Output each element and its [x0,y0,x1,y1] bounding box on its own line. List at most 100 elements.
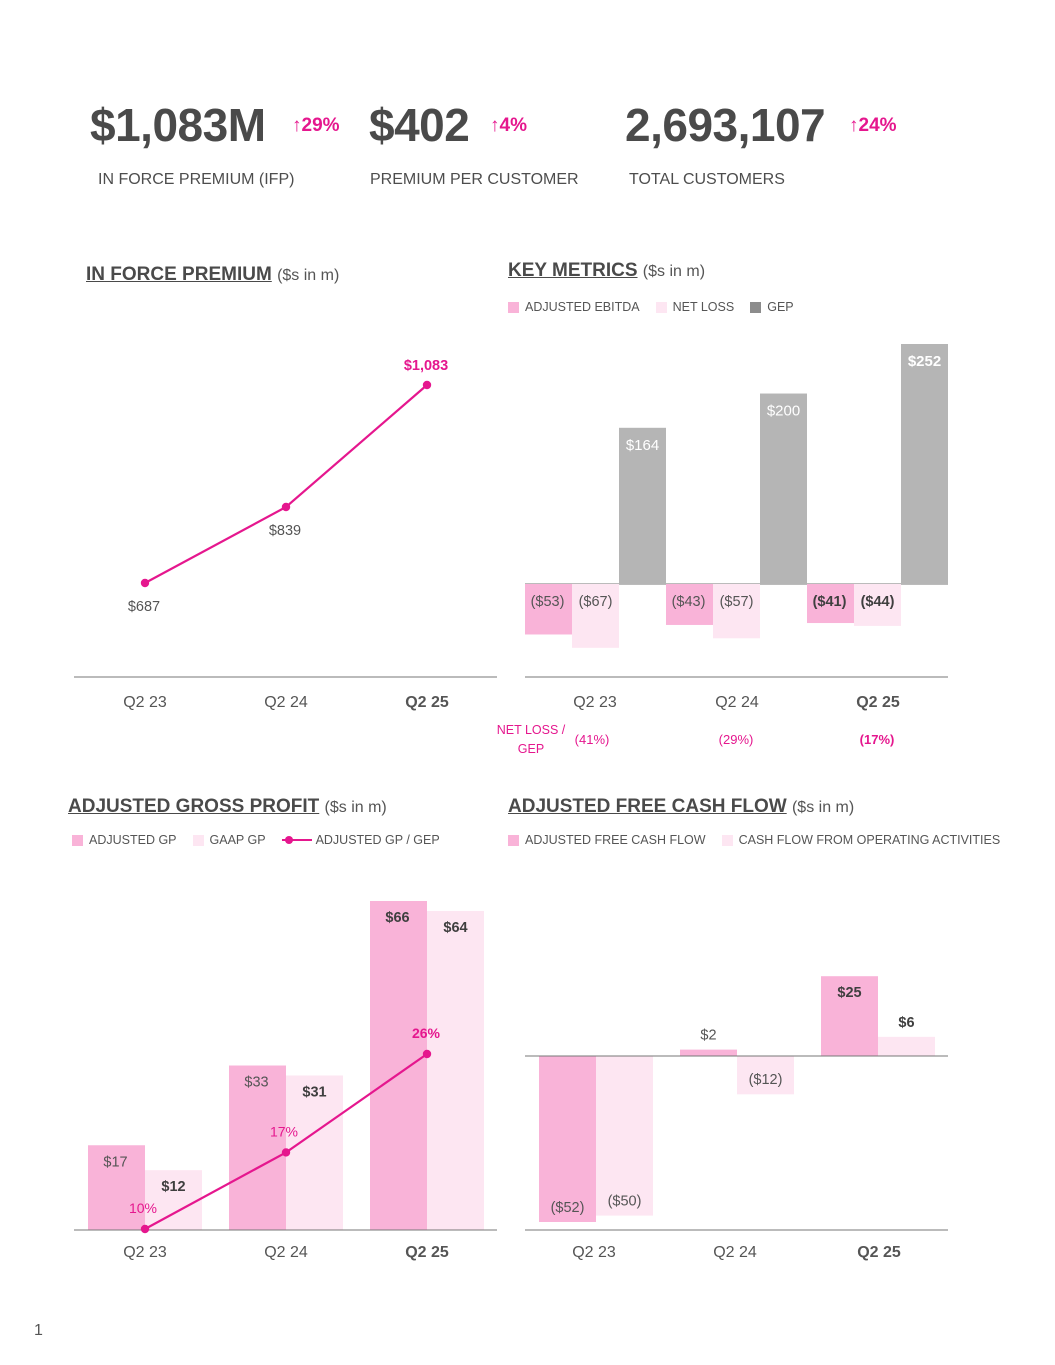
key-x-tick: Q2 25 [856,694,900,711]
key-bar-gep [901,344,948,584]
agp-x-tick: Q2 24 [264,1244,308,1261]
ifp-series-line [144,384,428,584]
key-bar-label: ($67) [579,594,613,610]
afcf-bar-label: ($52) [551,1200,585,1216]
agp-bar-adjusted-gp [229,1065,286,1230]
afcf-bar-label: ($12) [749,1072,783,1088]
ifp-x-tick: Q2 25 [405,694,449,711]
agp-ratio-point [281,1148,291,1157]
legend-item: GEP [750,300,794,314]
agp-bar-gaap-gp [286,1075,343,1230]
key-bar-adjusted-ebitda [666,584,713,625]
agp-bar-label: $66 [385,910,409,926]
key-bar-label: ($53) [531,594,565,610]
agp-bar-adjusted-gp [370,901,427,1230]
agp-bar-label: $17 [103,1154,127,1170]
agp-ratio-label: 17% [270,1123,298,1139]
afcf-title-text: ADJUSTED FREE CASH FLOW [508,796,787,817]
ifp-title: IN FORCE PREMIUM ($s in m) [86,264,339,286]
ifp-data-label: $687 [128,599,160,615]
legend-swatch [721,834,733,846]
afcf-bar-adjusted-fcf [680,1049,737,1056]
ifp-title-units: ($s in m) [277,267,340,284]
kpi-ppc-label: PREMIUM PER CUSTOMER [370,171,579,188]
afcf-bar-operating-cf [878,1036,935,1056]
agp-legend: ADJUSTED GP GAAP GP ADJUSTED GP / GEP [72,833,456,847]
afcf-bar-label: $2 [700,1028,716,1044]
ifp-data-label: $1,083 [404,358,448,374]
key-bar-label: ($44) [861,594,895,610]
legend-label: GAAP GP [209,833,266,847]
afcf-x-tick: Q2 23 [572,1244,616,1261]
agp-bar-gaap-gp [427,910,484,1230]
legend-label: ADJUSTED GP / GEP [315,833,440,847]
kpi-ifp-change: ↑29% [292,115,340,136]
key-bar-net-loss [572,584,619,648]
afcf-title: ADJUSTED FREE CASH FLOW ($s in m) [508,796,854,818]
afcf-bar-adjusted-fcf [821,976,878,1056]
key-ratio-label: NET LOSS / [497,723,566,737]
legend-item: ADJUSTED GP / GEP [281,833,440,847]
key-bar-adjusted-ebitda [525,584,572,635]
key-bar-label: ($57) [720,594,754,610]
kpi-ppc-value: $402 [369,99,470,151]
agp-bar-label: $64 [443,920,467,936]
afcf-bar-operating-cf [596,1056,653,1216]
legend-item: CASH FLOW FROM OPERATING ACTIVITIES [721,833,1000,847]
legend-label: ADJUSTED FREE CASH FLOW [525,833,706,847]
key-bar-label: $164 [626,437,659,454]
kpi-ifp-label: IN FORCE PREMIUM (IFP) [98,171,295,188]
key-bar-net-loss [713,584,760,639]
legend-swatch [508,834,519,846]
agp-bar-label: $33 [244,1075,268,1091]
agp-bar-label: $12 [161,1179,185,1195]
key-x-tick: Q2 24 [715,694,759,711]
agp-ratio-label: 10% [129,1200,157,1216]
afcf-legend: ADJUSTED FREE CASH FLOW CASH FLOW FROM O… [508,833,1016,847]
key-bar-label: ($41) [813,594,847,610]
key-legend: ADJUSTED EBITDA NET LOSS GEP [508,300,810,314]
kpi-customers-change: ↑24% [849,115,897,136]
legend-item: NET LOSS [655,300,735,314]
afcf-bar-operating-cf [737,1056,794,1095]
key-bar-adjusted-ebitda [807,584,854,624]
agp-title-text: ADJUSTED GROSS PROFIT [68,796,320,817]
legend-label: ADJUSTED EBITDA [525,300,640,314]
key-title-units: ($s in m) [642,263,706,280]
legend-label: NET LOSS [672,300,735,314]
legend-label: GEP [767,300,794,314]
kpi-customers-label: TOTAL CUSTOMERS [629,171,785,188]
key-ratio-value: (41%) [575,732,610,747]
legend-item: ADJUSTED FREE CASH FLOW [508,833,706,847]
afcf-x-tick: Q2 25 [857,1244,901,1261]
afcf-title-units: ($s in m) [791,799,855,816]
kpi-ifp-value: $1,083M [90,99,266,151]
agp-title: ADJUSTED GROSS PROFIT ($s in m) [68,796,387,818]
key-bar-gep [760,393,807,584]
key-bar-label: $200 [767,403,800,420]
agp-bar-adjusted-gp [88,1145,145,1230]
ifp-x-tick: Q2 24 [264,694,308,711]
agp-bar-label: $31 [302,1084,326,1100]
legend-swatch [192,834,204,846]
key-bar-label: ($43) [672,594,706,610]
key-x-tick: Q2 23 [573,694,617,711]
key-ratio-value: (17%) [860,732,895,747]
agp-ratio-point [140,1224,150,1234]
agp-title-units: ($s in m) [324,799,387,816]
legend-line-icon [281,834,312,846]
agp-ratio-label: 26% [412,1025,441,1041]
key-title-text: KEY METRICS [508,260,638,281]
kpi-customers-value: 2,693,107 [625,99,826,151]
legend-swatch [72,834,83,846]
ifp-x-tick: Q2 23 [123,694,167,711]
legend-label: ADJUSTED GP [89,833,177,847]
agp-x-tick: Q2 25 [405,1244,449,1261]
key-ratio-value: (29%) [719,732,754,747]
afcf-bar-label: ($50) [608,1194,642,1210]
key-bar-net-loss [854,584,901,626]
page-number: 1 [34,1322,43,1339]
ifp-data-label: $839 [269,523,301,539]
agp-x-tick: Q2 23 [123,1244,167,1261]
kpi-ppc-change: ↑4% [490,115,527,136]
